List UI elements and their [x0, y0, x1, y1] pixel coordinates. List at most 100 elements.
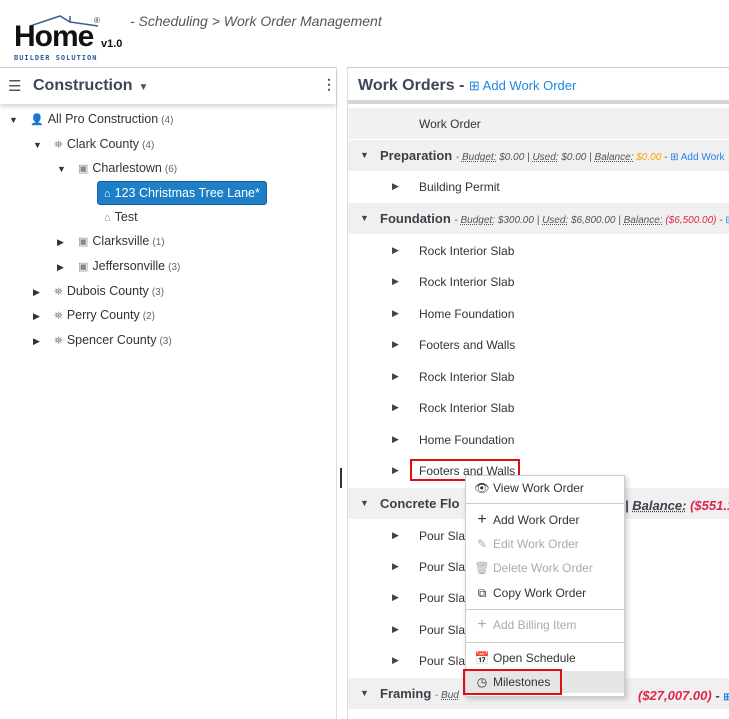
map-icon: ⛯	[54, 286, 63, 298]
work-order-row[interactable]: ▶ Rock Interior Slab	[348, 361, 729, 392]
menu-add-work-order[interactable]: + Add Work Order	[466, 509, 624, 531]
expand-toggle[interactable]: ▶	[57, 262, 64, 272]
panel-title: Work Orders -	[358, 77, 465, 94]
group-name: Concrete Flo	[380, 496, 460, 511]
expand-toggle[interactable]: ▶	[392, 592, 399, 602]
collapse-toggle[interactable]: ▼	[360, 213, 369, 223]
expand-toggle[interactable]: ▶	[33, 287, 40, 297]
balance-label: Balance:	[632, 498, 687, 513]
work-order-row[interactable]: ▶ Pour Sla	[348, 645, 729, 676]
work-order-row[interactable]: ▶ Home Foundation	[348, 424, 729, 455]
left-panel-header: ☰ Construction ▼ ⋮	[0, 68, 336, 104]
work-order-row-selected[interactable]: ▶ Footers and Walls	[348, 455, 729, 486]
work-orders-panel: Work Orders - ⊞ Add Work Order	[347, 67, 729, 719]
menu-label: Milestones	[493, 675, 551, 689]
tree-node[interactable]: ▣ Charlestown (6)	[78, 157, 177, 179]
node-count: (4)	[161, 115, 174, 126]
add-work-order-link[interactable]: ⊞ Add Work Order	[469, 78, 577, 93]
menu-open-schedule[interactable]: 📅 Open Schedule	[466, 647, 624, 669]
calendar-icon: 📅	[474, 651, 490, 665]
tree-node[interactable]: ▣ Jeffersonville (3)	[78, 255, 180, 277]
collapse-toggle[interactable]: ▼	[33, 140, 42, 150]
menu-view-work-order[interactable]: 👁 View Work Order	[466, 477, 624, 499]
expand-toggle[interactable]: ▶	[392, 434, 399, 444]
column-header: Work Order	[348, 108, 729, 139]
work-order-row[interactable]: ▶ Pour Sla	[348, 551, 729, 582]
expand-toggle[interactable]: ▶	[392, 308, 399, 318]
collapse-toggle[interactable]: ▼	[360, 498, 369, 508]
work-order-row[interactable]: ▶ Rock Interior Slab	[348, 392, 729, 423]
hamburger-icon[interactable]: ☰	[8, 78, 22, 95]
work-order-row[interactable]: ▶ Footers and Walls	[348, 329, 729, 360]
work-order-row[interactable]: ▶ Rock Interior Slab	[348, 266, 729, 297]
used-value: $0.00	[561, 152, 587, 163]
work-order-row[interactable]: ▶ Pour Sla	[348, 614, 729, 645]
more-options-icon[interactable]: ⋮	[322, 76, 336, 92]
expand-toggle[interactable]: ▶	[392, 402, 399, 412]
work-order-name: Rock Interior Slab	[419, 275, 515, 289]
group-row-preparation[interactable]: ▼ Preparation - Budget: $0.00 | Used: $0…	[348, 140, 729, 171]
work-order-name: Rock Interior Slab	[419, 401, 515, 415]
map-icon: ⛯	[54, 335, 63, 347]
company-select[interactable]: Construction ▼	[33, 77, 148, 95]
tree-node[interactable]: ⛯ Dubois County (3)	[54, 280, 164, 302]
expand-toggle[interactable]: ▶	[392, 561, 399, 571]
node-label: 123 Christmas Tree Lane*	[114, 186, 260, 200]
work-order-row[interactable]: ▶ Pour Sla	[348, 520, 729, 551]
logo-sub: BUILDER SOLUTION	[14, 54, 98, 62]
expand-toggle[interactable]: ▶	[392, 276, 399, 286]
add-work-order-link[interactable]: ⊞ Add Work	[670, 152, 725, 163]
expand-toggle[interactable]: ▶	[392, 339, 399, 349]
menu-separator	[466, 503, 624, 504]
copy-icon: ⧉	[477, 586, 487, 600]
add-work-order-link[interactable]: ⊞ Ac	[723, 692, 729, 703]
expand-toggle[interactable]: ▶	[57, 237, 64, 247]
user-icon: 👤	[30, 114, 44, 126]
expand-toggle[interactable]: ▶	[392, 245, 399, 255]
expand-toggle[interactable]: ▶	[392, 465, 399, 475]
work-order-row[interactable]: ▶ Pour Sla	[348, 582, 729, 613]
add-label: Add Work	[680, 152, 725, 163]
expand-toggle[interactable]: ▶	[33, 311, 40, 321]
eye-icon: 👁	[474, 481, 490, 495]
expand-toggle[interactable]: ▶	[392, 624, 399, 634]
node-count: (3)	[151, 287, 165, 298]
tree-node[interactable]: ⛯ Clark County (4)	[54, 133, 154, 155]
tree-node-selected[interactable]: ⌂ 123 Christmas Tree Lane*	[97, 181, 267, 205]
tree-node[interactable]: ⛯ Spencer County (3)	[54, 329, 172, 351]
budget-value: $300.00	[497, 215, 534, 226]
work-order-row[interactable]: ▶ Rock Interior Slab	[348, 235, 729, 266]
node-count: (3)	[159, 336, 172, 347]
add-work-order-icon[interactable]: ⊞	[725, 215, 729, 226]
expand-toggle[interactable]: ▶	[392, 371, 399, 381]
menu-label: Edit Work Order	[493, 537, 579, 551]
logo: Home ® BUILDER SOLUTION v1.0	[12, 14, 127, 62]
tree-node[interactable]: ⌂ Test	[104, 206, 138, 228]
menu-copy-work-order[interactable]: ⧉ Copy Work Order	[466, 582, 624, 604]
collapse-toggle[interactable]: ▼	[57, 164, 66, 174]
group-name: Preparation	[380, 148, 453, 163]
group-name: Framing	[380, 686, 432, 701]
group-row-foundation[interactable]: ▼ Foundation - Budget: $300.00 | Used: $…	[348, 203, 729, 234]
collapse-toggle[interactable]: ▼	[9, 115, 18, 125]
breadcrumb: - Scheduling > Work Order Management	[130, 13, 382, 29]
tree-node[interactable]: ⛯ Perry County (2)	[54, 304, 155, 326]
menu-milestones[interactable]: ◷ Milestones	[466, 671, 624, 693]
menu-label: Add Billing Item	[493, 618, 577, 632]
tree-node[interactable]: 👤 All Pro Construction (4)	[30, 108, 173, 130]
expand-toggle[interactable]: ▶	[392, 655, 399, 665]
highlight-box	[463, 669, 562, 695]
collapse-toggle[interactable]: ▼	[360, 150, 369, 160]
node-label: All Pro Construction	[47, 112, 159, 126]
work-order-row[interactable]: ▶ Building Permit	[348, 171, 729, 202]
collapse-toggle[interactable]: ▼	[360, 688, 369, 698]
expand-toggle[interactable]: ▶	[392, 181, 399, 191]
tree-node[interactable]: ▣ Clarksville (1)	[78, 230, 165, 252]
expand-toggle[interactable]: ▶	[33, 336, 40, 346]
panel-resize-handle[interactable]	[340, 468, 342, 488]
menu-delete-work-order: 🗑 Delete Work Order	[466, 557, 624, 579]
expand-toggle[interactable]: ▶	[392, 530, 399, 540]
node-label: Spencer County	[66, 333, 157, 347]
work-order-row[interactable]: ▶ Home Foundation	[348, 298, 729, 329]
used-value: $6,800.00	[570, 215, 616, 226]
